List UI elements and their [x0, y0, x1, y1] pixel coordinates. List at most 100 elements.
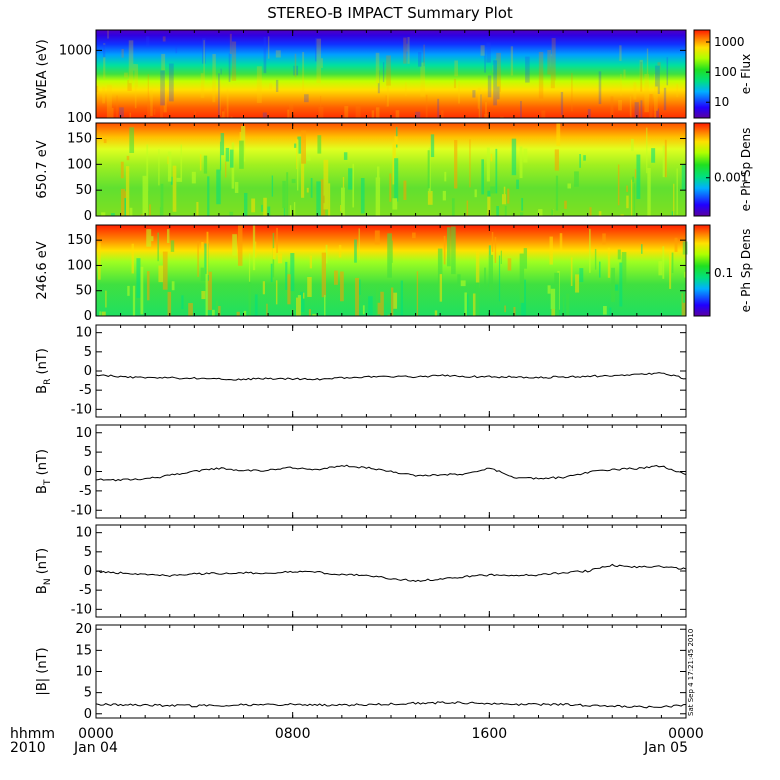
swea-streak: [96, 85, 99, 93]
pad650-streak: [125, 166, 130, 216]
panel-frame-6: [95, 624, 687, 719]
time-axis-label-year: 2010: [10, 740, 46, 756]
swea-streak: [382, 62, 385, 83]
swea-streak: [510, 46, 514, 76]
pad650-streak: [229, 211, 234, 216]
swea-streak: [175, 46, 178, 54]
swea-streak: [657, 62, 661, 69]
colorbar-2-label: e- Ph Sp Dens: [739, 229, 753, 313]
pad246-streak: [562, 296, 565, 316]
swea-streak: [124, 72, 128, 78]
pad650-streak: [199, 154, 202, 171]
swea-streak: [547, 50, 551, 75]
br-ylabel: BR (nT): [35, 348, 53, 394]
swea-streak: [168, 63, 174, 102]
pad246-streak: [340, 271, 344, 302]
swea-streak: [134, 68, 137, 109]
swea-streak: [147, 74, 149, 115]
swea-streak: [153, 109, 156, 115]
pad650-streak: [261, 204, 263, 212]
pad246-streak: [368, 296, 373, 316]
swea-streak: [640, 100, 643, 118]
pad650-streak: [129, 207, 133, 216]
pad650-streak: [360, 177, 365, 214]
pad246-streak: [262, 281, 265, 295]
panel-4-y-tick-label: -10: [71, 503, 92, 518]
colorbar-1: [693, 122, 711, 217]
pad650-streak: [306, 187, 309, 193]
swea-streak: [629, 96, 632, 116]
pad246-streak: [321, 252, 327, 298]
pad650-streak: [646, 127, 648, 174]
time-tick-label: 0800: [275, 726, 311, 742]
swea-streak: [520, 100, 522, 118]
pad246-streak: [254, 294, 258, 316]
swea-streak: [610, 96, 614, 118]
swea-streak: [109, 115, 111, 118]
pad246-streak: [277, 253, 283, 264]
pad650-streak: [167, 156, 169, 165]
swea-streak: [132, 63, 137, 71]
swea-streak: [119, 107, 124, 117]
colorbar-1-label: e- Ph Sp Dens: [739, 128, 753, 212]
pad246-streak: [566, 293, 570, 316]
pad650-streak: [301, 161, 305, 198]
panel-1-y-tick-label: 150: [67, 132, 92, 147]
swea-streak: [212, 54, 216, 93]
pad650-streak: [203, 155, 208, 174]
colorbar-0: [693, 29, 711, 119]
pad246-streak: [237, 225, 243, 266]
pad650-streak: [392, 198, 398, 210]
pad246-streak: [207, 271, 212, 311]
swea-streak: [486, 42, 491, 63]
pad246-streak: [101, 311, 106, 316]
swea-streak: [386, 70, 389, 107]
swea-streak: [405, 82, 407, 97]
pad246-streak: [603, 306, 607, 315]
swea-streak: [480, 94, 482, 118]
panel-1-y-tick-label: 100: [67, 157, 92, 172]
pad246-streak: [575, 274, 580, 293]
pad246-streak: [204, 243, 209, 281]
swea-streak: [160, 90, 163, 118]
pad246-streak: [205, 273, 208, 316]
pad246-streak: [602, 233, 606, 245]
swea-streak: [256, 66, 262, 103]
pad246-streak: [157, 232, 159, 262]
pad650-streak: [267, 206, 271, 216]
pad246-streak: [300, 291, 305, 312]
pad246-streak: [598, 261, 601, 278]
pad650-streak: [554, 149, 559, 171]
pad650-streak: [481, 159, 485, 195]
pad650-streak: [323, 195, 325, 204]
swea-streak: [200, 73, 205, 98]
swea-streak: [406, 43, 409, 52]
pad246-streak: [416, 271, 419, 316]
swea-streak: [111, 107, 114, 118]
pad650-streak: [126, 155, 130, 161]
pad246-streak: [99, 311, 101, 316]
pad650-streak: [207, 176, 210, 216]
pad650-streak: [149, 204, 151, 216]
panel-2-y-tick-label: 100: [67, 258, 92, 273]
pad650-streak: [442, 190, 446, 201]
swea-streak: [275, 50, 281, 58]
pad246-streak: [674, 237, 678, 252]
pad246-streak: [446, 227, 451, 267]
pad246-streak: [188, 303, 193, 316]
pad650-streak: [538, 209, 543, 216]
swea-streak: [304, 94, 309, 103]
swea-streak: [355, 106, 361, 118]
swea-streak: [620, 74, 622, 97]
pad246-streak: [483, 267, 487, 288]
swea-streak: [551, 38, 556, 81]
swea-streak: [639, 59, 643, 81]
pad246-streak: [358, 228, 360, 260]
pad246-streak: [507, 258, 512, 271]
pad650-streak: [320, 179, 326, 216]
swea-streak: [318, 106, 324, 118]
pad246-streak: [308, 309, 311, 316]
panel-2-y-tick-label: 150: [67, 233, 92, 248]
pad246-streak: [513, 306, 516, 316]
